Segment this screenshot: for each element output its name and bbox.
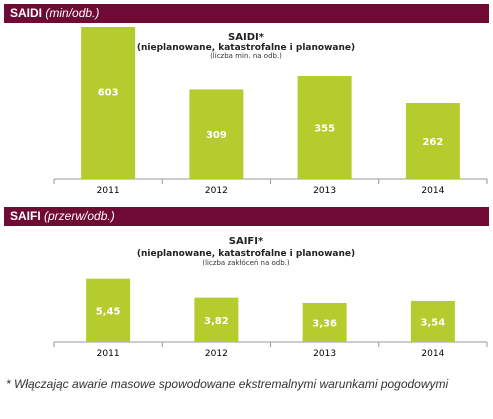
footnote: * Włączając awarie masowe spowodowane ek… (6, 377, 449, 391)
saifi-bar (410, 300, 455, 342)
saidi-chart-subtitle: (nieplanowane, katastrofalne i planowane… (137, 43, 355, 53)
saifi-x-tick-label: 2013 (313, 349, 336, 359)
saifi-bar (302, 302, 347, 342)
saidi-bar (189, 89, 244, 179)
saidi-bar (405, 103, 460, 179)
saidi-chart: SAIDI*(nieplanowane, katastrofalne i pla… (53, 27, 488, 196)
saifi-chart: SAIFI* (nieplanowane, katastrofalne i pla… (53, 236, 488, 359)
saifi-chart-subtitle: (nieplanowane, katastrofalne i planowane… (137, 249, 355, 259)
saidi-bar (81, 27, 136, 179)
saidi-bar-value-label: 355 (314, 124, 335, 135)
saidi-x-tick-label: 2011 (97, 186, 120, 196)
saifi-bar (86, 278, 131, 342)
saifi-x-tick-label: 2011 (97, 349, 120, 359)
saifi-chart-panel: SAIFI* (nieplanowane, katastrofalne i pla… (4, 228, 489, 366)
saifi-x-tick-label: 2012 (205, 349, 228, 359)
saifi-header-unit: (przerw/odb.) (44, 209, 115, 223)
saifi-header-label: SAIFI (10, 209, 41, 223)
saifi-bar-value-label: 5,45 (96, 306, 121, 317)
saidi-x-tick-label: 2013 (313, 186, 336, 196)
saidi-chart-title: SAIDI* (228, 32, 265, 43)
saifi-bar-value-label: 3,82 (204, 316, 229, 327)
saidi-header-unit: (min/odb.) (45, 6, 100, 20)
saidi-bar (297, 76, 352, 179)
saidi-chart-panel: SAIDI* (nieplanowane, katastrofalne i pla… (4, 27, 489, 199)
saifi-bar-value-label: 3,54 (421, 317, 446, 328)
saidi-section-header: SAIDI (min/odb.) (4, 4, 489, 23)
saifi-x-tick-label: 2014 (421, 349, 444, 359)
saidi-x-tick-label: 2014 (421, 186, 444, 196)
saidi-bar-value-label: 603 (98, 88, 119, 99)
saidi-x-tick-label: 2012 (205, 186, 228, 196)
saidi-bar-value-label: 309 (206, 130, 227, 141)
saidi-chart-unit-note: (liczba min. na odb.) (210, 52, 282, 60)
saifi-section-header: SAIFI (przerw/odb.) (4, 207, 489, 226)
saifi-chart-title: SAIFI* (229, 236, 264, 247)
saidi-bar-value-label: 262 (422, 137, 443, 148)
saifi-bar (194, 297, 239, 342)
saifi-chart-unit-note: (liczba zakłóceń na odb.) (202, 259, 290, 267)
saidi-header-label: SAIDI (10, 6, 43, 20)
saifi-bar-value-label: 3,36 (312, 318, 337, 329)
